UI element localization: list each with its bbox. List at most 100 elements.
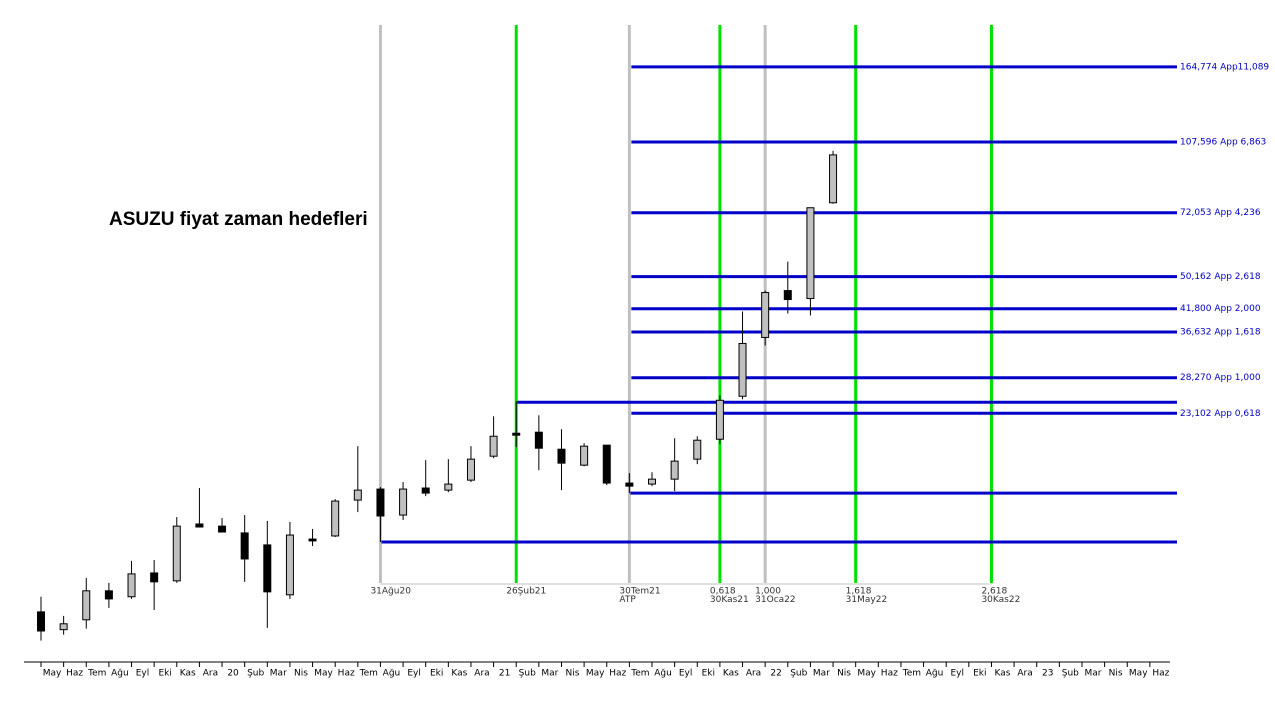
x-tick-label: Nis <box>837 669 851 679</box>
candle-body <box>172 525 181 582</box>
x-tick-label: Mar <box>541 669 558 679</box>
candle-body <box>240 532 249 560</box>
x-tick-label: Nis <box>1109 669 1123 679</box>
x-tick-label: Haz <box>66 669 83 679</box>
candle-body <box>489 435 498 457</box>
x-tick-label: Ağu <box>383 669 401 679</box>
x-tick-label: Eki <box>702 669 715 679</box>
level-label: 72,053 App 4,236 <box>1180 208 1261 218</box>
x-tick-label: Eyl <box>407 669 421 679</box>
x-tick-label: Eki <box>158 669 171 679</box>
candle-body <box>421 487 430 494</box>
time-label: 30Kas22 <box>981 595 1020 605</box>
time-label: 1,618 <box>846 587 872 597</box>
level-label: 23,102 App 0,618 <box>1180 409 1261 419</box>
candle-body <box>715 399 724 440</box>
candle-body <box>693 439 702 460</box>
time-label: 30Kas21 <box>710 595 749 605</box>
level-label: 50,162 App 2,618 <box>1180 272 1261 282</box>
x-tick-label: Eki <box>430 669 443 679</box>
x-tick-label: Haz <box>1152 669 1169 679</box>
candle-body <box>806 207 815 300</box>
x-tick-label: May <box>314 669 333 679</box>
x-tick-label: Ağu <box>926 669 944 679</box>
candle-body <box>82 590 91 621</box>
x-tick-label: May <box>1129 669 1148 679</box>
candle-body <box>399 488 408 516</box>
x-tick-label: Haz <box>609 669 626 679</box>
x-tick-label: Kas <box>180 669 196 679</box>
x-tick-label: Ara <box>203 669 218 679</box>
x-tick-label: Kas <box>994 669 1010 679</box>
candle-body <box>580 445 589 466</box>
time-label: 1,000 <box>755 587 781 597</box>
x-tick-label: Ara <box>474 669 489 679</box>
time-label: 0,618 <box>710 587 736 597</box>
candle-body <box>670 460 679 480</box>
candle-body <box>783 290 792 301</box>
candle-body <box>195 523 204 528</box>
x-tick-label: 23 <box>1042 669 1053 679</box>
candle-body <box>534 431 543 449</box>
x-tick-label: May <box>586 669 605 679</box>
candle-body <box>353 489 362 501</box>
candle-body <box>263 544 272 593</box>
candle-body <box>625 482 634 487</box>
x-tick-label: Ara <box>1017 669 1032 679</box>
level-label: 164,774 App11,089 <box>1180 62 1269 72</box>
x-tick-label: Tem <box>87 669 106 679</box>
x-tick-label: Haz <box>338 669 355 679</box>
x-tick-label: Ağu <box>111 669 129 679</box>
x-tick-label: Tem <box>359 669 378 679</box>
candle-body <box>829 154 838 204</box>
level-label: 36,632 App 1,618 <box>1180 328 1261 338</box>
candle-body <box>150 572 159 583</box>
candle-body <box>331 500 340 537</box>
candle-body <box>444 483 453 491</box>
candle-body <box>285 534 294 596</box>
x-tick-label: Şub <box>1062 669 1079 679</box>
candle-body <box>104 590 113 600</box>
x-tick-label: Şub <box>790 669 807 679</box>
candle-body <box>557 448 566 464</box>
x-tick-label: Şub <box>519 669 536 679</box>
x-tick-label: 20 <box>227 669 239 679</box>
x-tick-label: Eyl <box>950 669 964 679</box>
candle-body <box>738 342 747 397</box>
x-tick-label: Nis <box>566 669 580 679</box>
candle-body <box>218 525 227 533</box>
x-tick-label: Nis <box>294 669 308 679</box>
level-label: 28,270 App 1,000 <box>1180 373 1261 383</box>
x-tick-label: Tem <box>630 669 649 679</box>
x-tick-label: Tem <box>902 669 921 679</box>
candle-body <box>466 458 475 481</box>
x-tick-label: Kas <box>723 669 739 679</box>
x-tick-label: Kas <box>451 669 467 679</box>
x-tick-label: May <box>857 669 876 679</box>
x-tick-label: Eyl <box>136 669 150 679</box>
candle-body <box>59 623 68 631</box>
level-label: 107,596 App 6,863 <box>1180 138 1266 148</box>
candle-body <box>37 611 45 632</box>
time-label: 31Oca22 <box>755 595 795 605</box>
time-label: 31Ağu20 <box>370 587 411 597</box>
candle-body <box>648 478 657 485</box>
candle-body <box>512 432 521 436</box>
x-tick-label: Ağu <box>654 669 672 679</box>
time-label: 30Tem21 <box>619 587 660 597</box>
x-tick-label: Şub <box>247 669 264 679</box>
x-tick-label: May <box>43 669 62 679</box>
x-tick-label: Mar <box>270 669 287 679</box>
x-tick-label: Mar <box>1084 669 1101 679</box>
x-tick-label: Haz <box>881 669 898 679</box>
x-tick-label: 22 <box>770 669 781 679</box>
x-tick-label: Eki <box>973 669 986 679</box>
candle-body <box>602 444 611 484</box>
x-tick-label: Ara <box>746 669 761 679</box>
candle-body <box>376 488 385 517</box>
x-tick-label: 21 <box>499 669 510 679</box>
candle-body <box>761 292 770 338</box>
candle-body <box>308 538 317 542</box>
x-tick-label: Mar <box>813 669 830 679</box>
